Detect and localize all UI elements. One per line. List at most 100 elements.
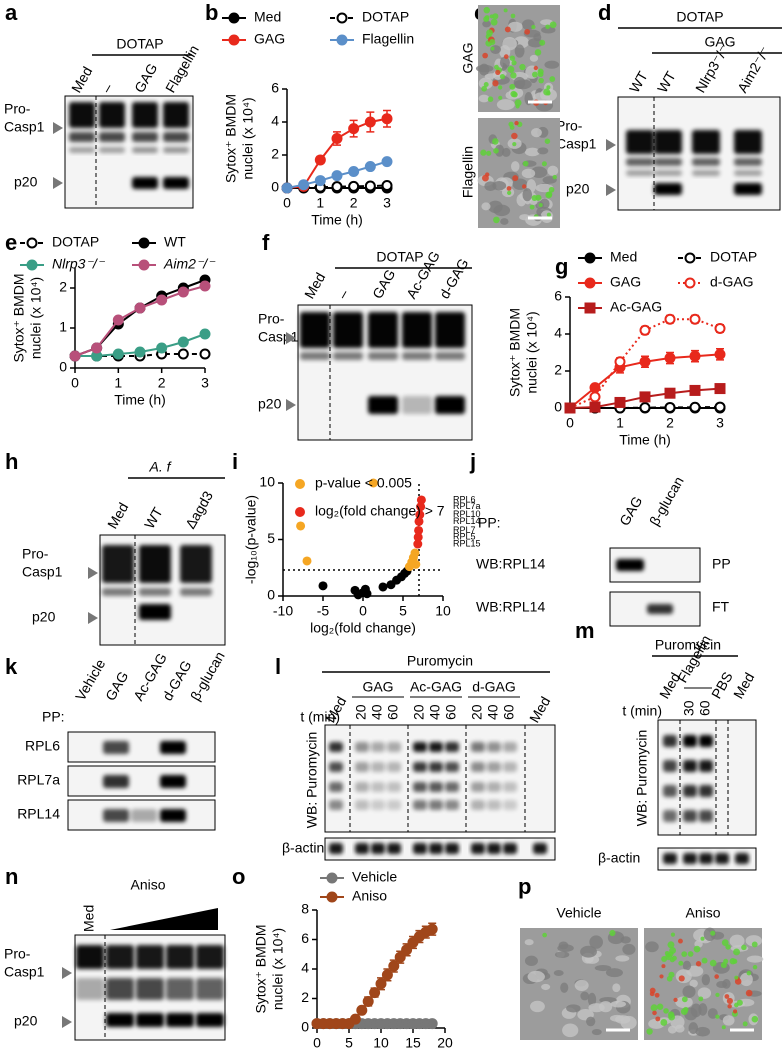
blot-band	[654, 183, 682, 195]
marker	[381, 113, 393, 125]
lane-label: β-glucan	[187, 649, 228, 704]
legend-label: Aniso	[352, 888, 387, 904]
blot-band	[654, 130, 682, 154]
blot-band	[683, 853, 697, 864]
blot-band	[471, 800, 485, 810]
blot-band	[413, 762, 427, 772]
stained-nucleus	[490, 46, 495, 51]
marker	[381, 180, 393, 192]
row-label: RPL14	[17, 806, 60, 822]
blot-band	[368, 312, 398, 348]
stained-nucleus	[483, 16, 490, 23]
stained-nucleus	[746, 970, 752, 976]
cell	[612, 983, 621, 993]
y-tick-label: 0	[554, 399, 562, 415]
stained-nucleus	[734, 1002, 739, 1008]
marker	[177, 336, 189, 348]
point	[413, 539, 423, 549]
blot-band	[445, 762, 459, 772]
blot-band	[413, 742, 427, 752]
row-label: WB:RPL14	[476, 599, 545, 615]
y-tick-label: 2	[59, 279, 67, 295]
cell	[610, 1000, 627, 1008]
x-tick-label: 15	[405, 1035, 421, 1050]
stained-nucleus	[486, 29, 493, 37]
stained-nucleus	[521, 184, 527, 189]
point-label: RPL7a	[453, 501, 481, 511]
ramp-label: Aniso	[130, 877, 165, 893]
legend-label: Ac-GAG	[610, 299, 662, 315]
panel-letter: b	[205, 0, 218, 25]
row-label: Casp1	[4, 119, 45, 135]
x-tick-label: 10	[435, 603, 451, 619]
stained-nucleus	[661, 956, 668, 963]
blot-band	[445, 782, 459, 792]
stained-nucleus	[546, 85, 551, 90]
image-label: Flagellin	[460, 146, 476, 198]
y-axis-label: nuclei (x 10⁴)	[28, 277, 44, 359]
stained-nucleus	[514, 120, 519, 126]
panel-letter: e	[5, 230, 17, 255]
cell	[574, 979, 589, 991]
row-label: p20	[14, 174, 38, 190]
y-tick-label: 5	[267, 530, 275, 546]
stained-nucleus	[503, 54, 509, 59]
stained-nucleus	[542, 932, 547, 938]
stained-nucleus	[544, 138, 551, 144]
cell	[586, 1016, 596, 1027]
marker	[426, 923, 438, 935]
panel-letter: n	[5, 864, 18, 889]
blot-band	[139, 588, 171, 596]
point	[362, 589, 372, 599]
stained-nucleus	[481, 85, 488, 92]
blot-band	[734, 130, 762, 154]
blot-band	[683, 760, 697, 772]
stained-nucleus	[511, 132, 518, 140]
time-label: 30	[681, 700, 697, 716]
blot-band	[166, 1013, 194, 1027]
lane-label: –	[98, 80, 116, 95]
lane-label: GAG	[102, 668, 131, 703]
stained-nucleus	[678, 975, 685, 982]
marker	[364, 161, 376, 173]
row-label: p20	[258, 396, 282, 412]
blot-band	[371, 742, 385, 752]
marker	[589, 391, 601, 403]
blot-band	[471, 762, 485, 772]
blot-band	[429, 782, 443, 792]
stained-nucleus	[482, 52, 488, 59]
x-tick-label: 1	[316, 195, 324, 211]
blot-band	[413, 843, 427, 854]
panel-letter: o	[232, 864, 245, 889]
blot-band	[355, 762, 369, 772]
blot-band	[699, 810, 713, 822]
blot-band	[735, 853, 749, 864]
stained-nucleus	[512, 142, 517, 147]
blot-band	[139, 604, 171, 620]
blot-band	[355, 800, 369, 810]
marker	[689, 350, 701, 362]
lane-label: Med	[81, 905, 97, 932]
marker	[156, 342, 168, 354]
cell	[500, 218, 509, 225]
blot-band	[692, 130, 720, 154]
marker	[394, 951, 406, 963]
marker	[112, 348, 124, 360]
blot-band	[196, 945, 224, 969]
time-label: 60	[443, 704, 459, 720]
stained-nucleus	[509, 55, 516, 61]
panel-letter: g	[555, 254, 568, 279]
stained-nucleus	[673, 997, 678, 1003]
cell	[566, 1004, 581, 1013]
cell	[722, 979, 731, 989]
group-label: GAG	[362, 679, 393, 695]
stained-nucleus	[751, 941, 758, 948]
blot-band	[131, 809, 157, 822]
cell	[729, 934, 745, 948]
y-axis-label: Sytox⁺ BMDM	[223, 94, 239, 183]
row-label: WB: Puromycin	[304, 732, 320, 828]
time-label: 40	[485, 704, 501, 720]
cell	[599, 1001, 613, 1013]
blot-band	[734, 170, 762, 176]
cell	[529, 54, 539, 62]
